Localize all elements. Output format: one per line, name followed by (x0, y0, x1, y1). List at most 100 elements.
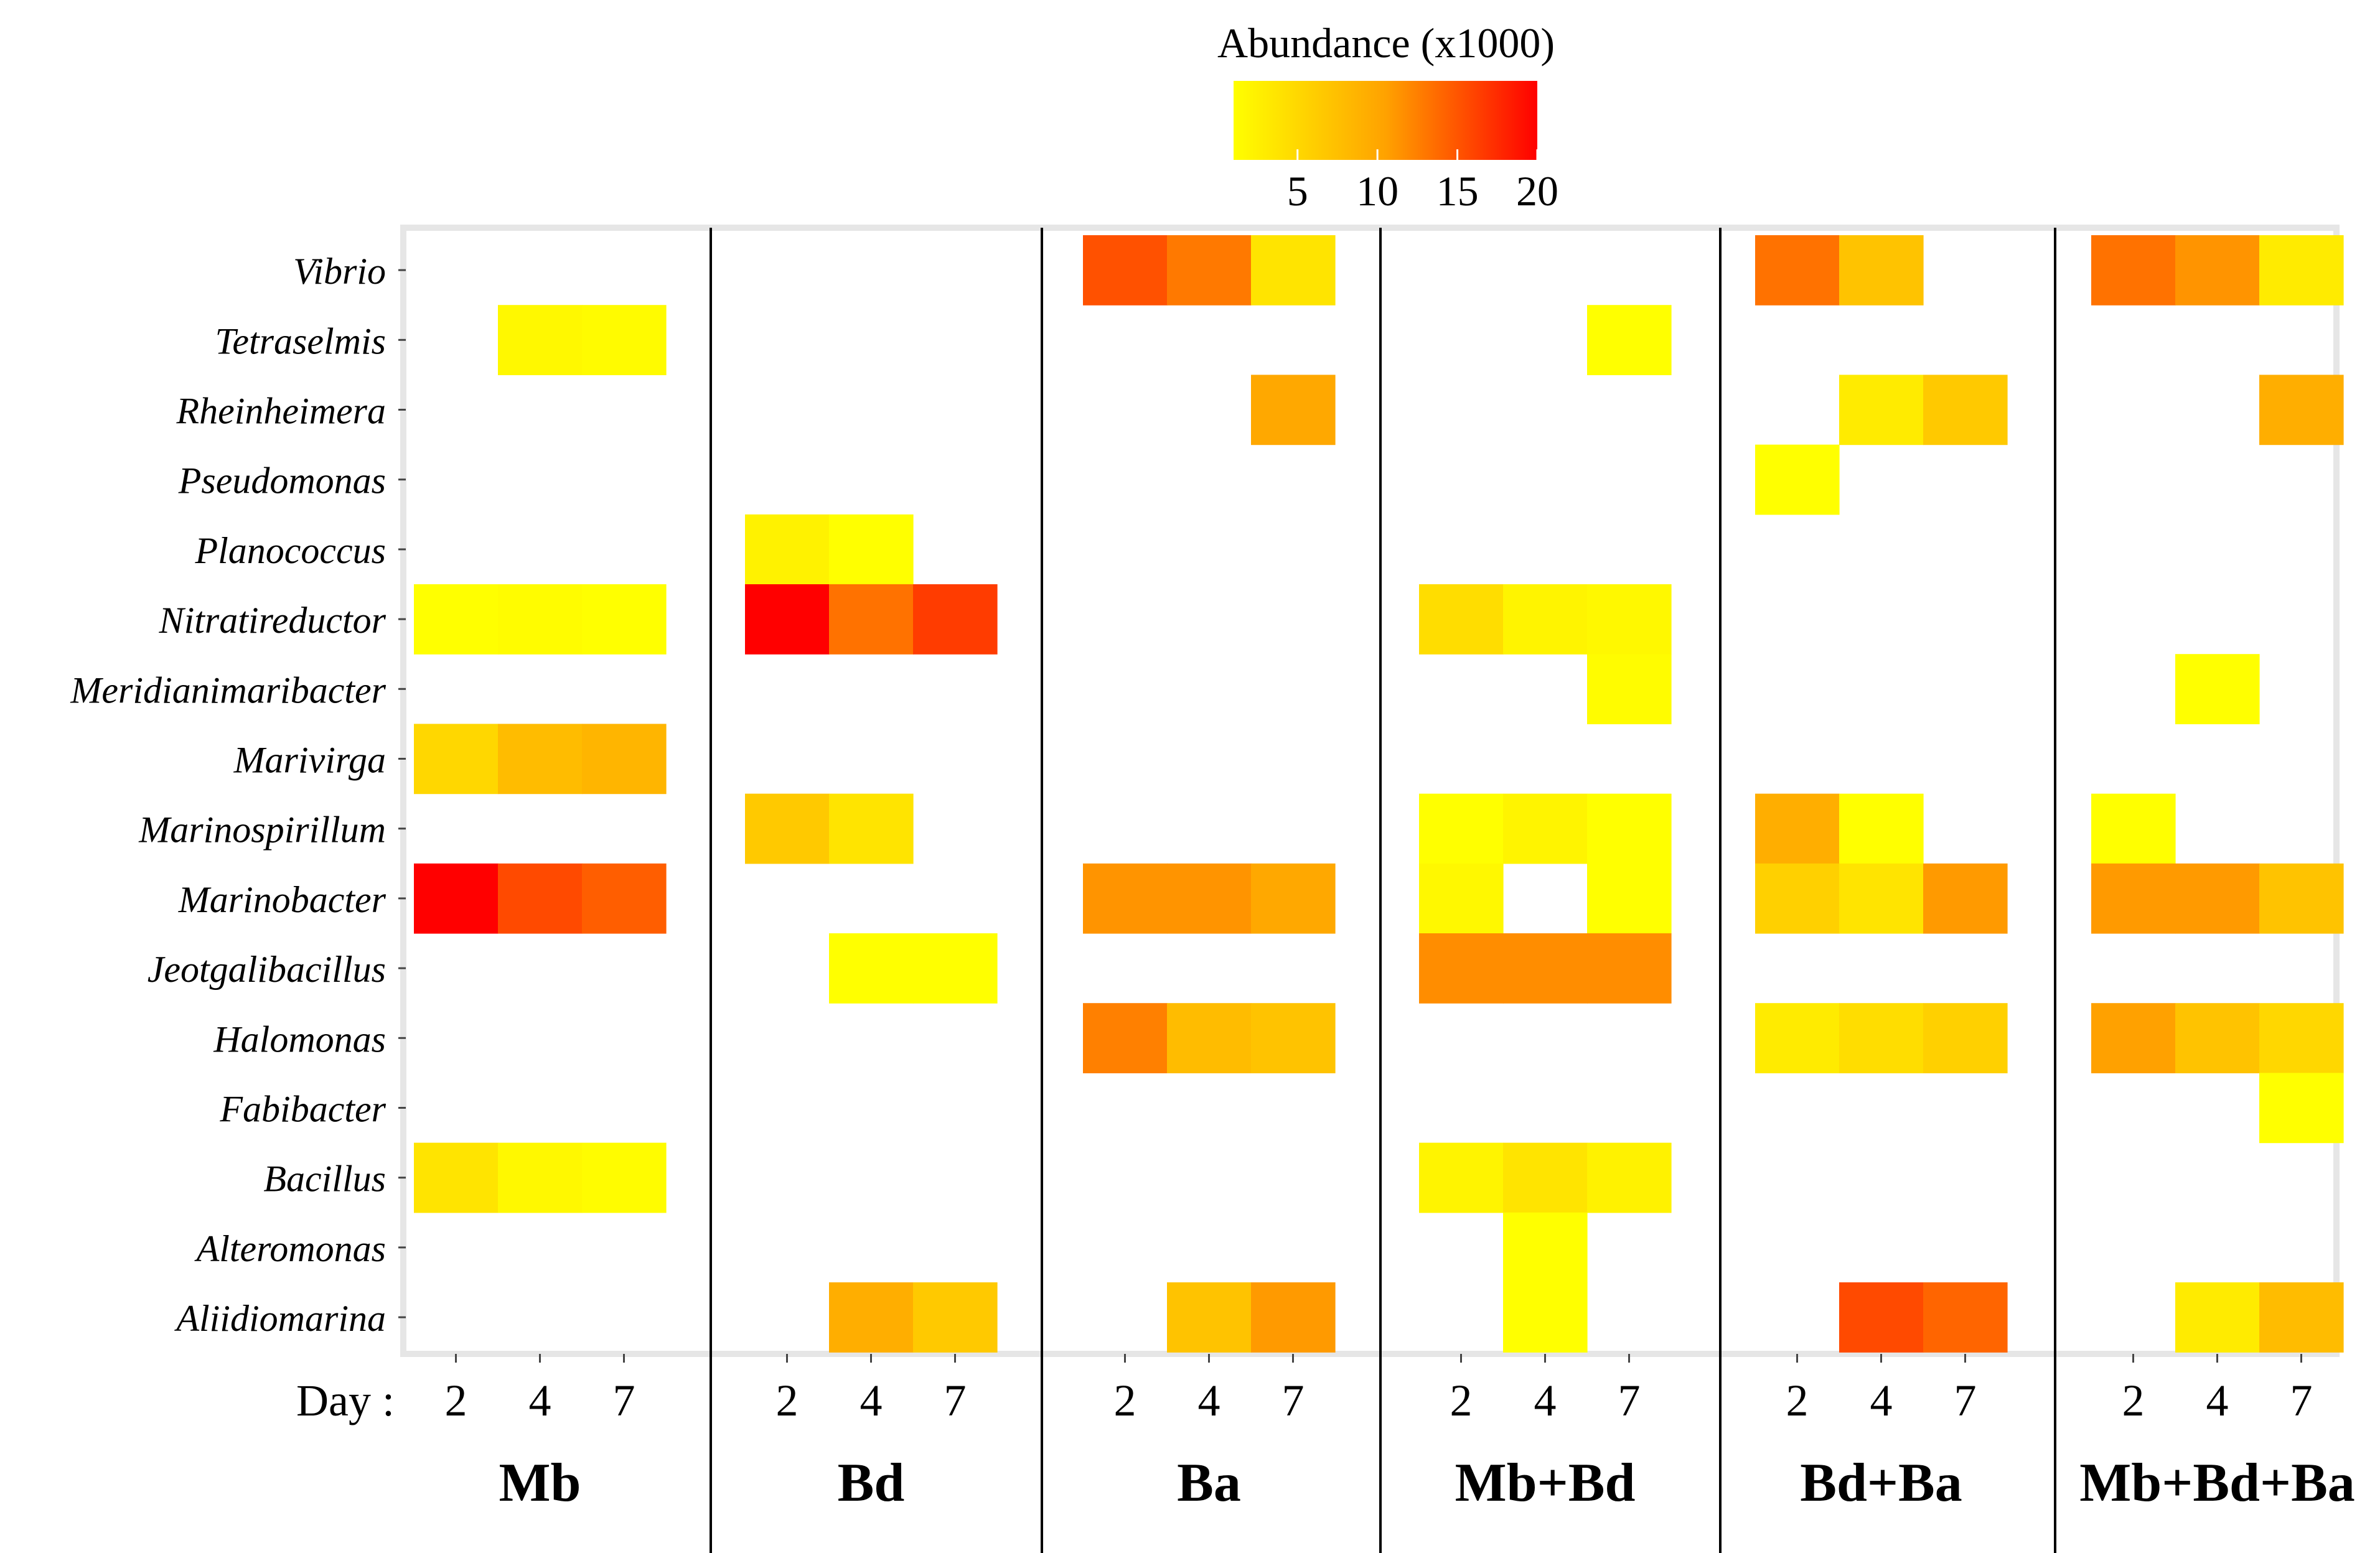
y-tick-label: Marinobacter (178, 879, 387, 920)
heat-cell (1923, 863, 2008, 934)
x-tick-label: 2 (445, 1376, 467, 1425)
heat-cell (1587, 863, 1672, 934)
heat-cell (582, 724, 667, 795)
heat-cell (1839, 375, 1924, 445)
heat-cell (1083, 863, 1168, 934)
heat-cell (1755, 444, 1840, 515)
heat-cell (1839, 235, 1924, 305)
heat-cell (1167, 863, 1252, 934)
heat-cell (1755, 863, 1840, 934)
y-tick-label: Marivirga (233, 740, 386, 781)
group-label: Mb (499, 1453, 581, 1513)
group-label: Bd+Ba (1800, 1453, 1962, 1513)
heat-cell (2259, 863, 2344, 934)
heat-cell (2175, 654, 2260, 724)
heat-cell (1083, 1003, 1168, 1073)
heat-cell (745, 793, 830, 864)
x-tick-label: 7 (1282, 1376, 1305, 1425)
heat-cell (2091, 235, 2176, 305)
heat-cell (582, 1142, 667, 1213)
group-label: Mb+Bd+Ba (2079, 1453, 2355, 1513)
heat-cell (582, 305, 667, 375)
x-tick-label: 7 (2290, 1376, 2313, 1425)
heat-cell (829, 584, 914, 655)
y-tick-label: Planococcus (194, 530, 386, 571)
y-tick-label: Vibrio (293, 251, 386, 292)
legend-tick-label: 10 (1356, 167, 1398, 215)
y-tick-label: Aliidiomarina (174, 1298, 386, 1339)
heat-cell (1167, 1003, 1252, 1073)
heat-cell (1167, 235, 1252, 305)
y-tick-label: Marinospirillum (138, 809, 386, 851)
heat-cell (582, 584, 667, 655)
heat-cell (1167, 1282, 1252, 1353)
heat-cell (498, 584, 583, 655)
group-label: Ba (1177, 1453, 1241, 1513)
heat-cell (498, 724, 583, 795)
x-tick-label: 7 (1618, 1376, 1641, 1425)
heat-cell (829, 1282, 914, 1353)
heat-cell (1755, 1003, 1840, 1073)
heat-cell (1587, 933, 1672, 1004)
heat-cell (1419, 793, 1504, 864)
heat-cell (2091, 793, 2176, 864)
heat-cell (745, 584, 830, 655)
x-tick-label: 2 (1786, 1376, 1809, 1425)
y-tick-label: Alteromonas (194, 1228, 386, 1269)
heat-cell (829, 514, 914, 585)
x-tick-label: 4 (2206, 1376, 2229, 1425)
heat-cell (2175, 235, 2260, 305)
heat-cell (582, 863, 667, 934)
heat-cell (1839, 1003, 1924, 1073)
y-tick-label: Rheinheimera (176, 391, 386, 432)
x-tick-label: 2 (1114, 1376, 1136, 1425)
heat-cell (1251, 375, 1336, 445)
y-tick-label: Bacillus (263, 1159, 386, 1200)
heat-cell (2259, 235, 2344, 305)
y-tick-label: Meridianimaribacter (70, 669, 386, 711)
y-tick-label: Fabibacter (219, 1089, 386, 1130)
heat-cell (1083, 235, 1168, 305)
heat-cell (745, 514, 830, 585)
heat-cell (1839, 1282, 1924, 1353)
y-tick-label: Jeotgalibacillus (148, 949, 386, 990)
heat-cell (414, 724, 499, 795)
heat-cell (414, 863, 499, 934)
heat-cell (1923, 375, 2008, 445)
heat-cell (1419, 933, 1504, 1004)
heat-cell (1251, 235, 1336, 305)
heat-cell (1419, 584, 1504, 655)
heat-cell (414, 584, 499, 655)
x-tick-label: 4 (529, 1376, 551, 1425)
legend-title: Abundance (x1000) (1217, 19, 1555, 67)
heat-cell (1419, 1142, 1504, 1213)
heat-cell (1503, 793, 1588, 864)
heat-cell (1251, 1282, 1336, 1353)
x-axis-day-label: Day : (296, 1376, 395, 1425)
x-tick-label: 4 (860, 1376, 883, 1425)
heat-cell (498, 1142, 583, 1213)
heat-cell (1587, 793, 1672, 864)
heat-cell (2175, 1003, 2260, 1073)
heat-cell (1587, 654, 1672, 724)
group-label: Bd (838, 1453, 905, 1513)
heat-cell (1923, 1282, 2008, 1353)
x-tick-label: 2 (2122, 1376, 2145, 1425)
plot-panel (400, 225, 2340, 1357)
heat-cell (2091, 1003, 2176, 1073)
heat-cell (1251, 863, 1336, 934)
heat-cell (2175, 1282, 2260, 1353)
heat-cell (829, 793, 914, 864)
heat-cell (2259, 1003, 2344, 1073)
y-tick-label: Halomonas (213, 1019, 386, 1060)
heat-cell (1419, 863, 1504, 934)
x-tick-label: 4 (1534, 1376, 1557, 1425)
heat-cell (498, 305, 583, 375)
heat-cell (1587, 305, 1672, 375)
y-tick-label: Tetraselmis (215, 320, 386, 361)
heat-cell (1503, 1212, 1588, 1283)
x-tick-label: 7 (613, 1376, 635, 1425)
legend-tick-label: 20 (1516, 167, 1558, 215)
heat-cell (498, 863, 583, 934)
